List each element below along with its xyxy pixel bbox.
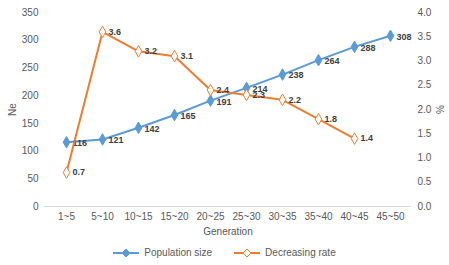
svg-text:2.0: 2.0 <box>418 104 432 115</box>
svg-text:165: 165 <box>181 111 196 121</box>
svg-text:3.6: 3.6 <box>109 27 122 37</box>
svg-text:1~5: 1~5 <box>58 211 75 222</box>
svg-text:0: 0 <box>33 201 39 212</box>
svg-text:%: % <box>435 105 446 114</box>
svg-text:0.5: 0.5 <box>418 176 432 187</box>
svg-text:100: 100 <box>22 145 39 156</box>
svg-text:3.5: 3.5 <box>418 31 432 42</box>
svg-text:2.4: 2.4 <box>217 85 230 95</box>
svg-text:5~10: 5~10 <box>91 211 114 222</box>
svg-text:264: 264 <box>325 56 340 66</box>
svg-text:250: 250 <box>22 62 39 73</box>
svg-text:1.4: 1.4 <box>361 133 374 143</box>
svg-text:2.3: 2.3 <box>253 90 266 100</box>
svg-text:116: 116 <box>73 138 88 148</box>
svg-text:20~25: 20~25 <box>196 211 225 222</box>
svg-text:Generation: Generation <box>203 226 252 237</box>
html-text:Population size: Population size <box>144 247 213 258</box>
svg-text:0.7: 0.7 <box>73 167 86 177</box>
svg-text:Ne: Ne <box>7 103 18 116</box>
svg-text:50: 50 <box>27 173 39 184</box>
svg-text:1.5: 1.5 <box>418 128 432 139</box>
svg-text:45~50: 45~50 <box>376 211 405 222</box>
svg-text:300: 300 <box>22 34 39 45</box>
svg-text:150: 150 <box>22 118 39 129</box>
svg-text:350: 350 <box>22 7 39 18</box>
svg-text:2.5: 2.5 <box>418 79 432 90</box>
svg-text:25~30: 25~30 <box>232 211 261 222</box>
svg-text:10~15: 10~15 <box>124 211 153 222</box>
svg-text:1.0: 1.0 <box>418 152 432 163</box>
svg-text:40~45: 40~45 <box>340 211 369 222</box>
svg-text:3.2: 3.2 <box>145 46 158 56</box>
svg-text:4.0: 4.0 <box>418 7 432 18</box>
svg-text:35~40: 35~40 <box>304 211 333 222</box>
svg-text:2.2: 2.2 <box>289 95 302 105</box>
svg-text:288: 288 <box>361 43 376 53</box>
svg-text:142: 142 <box>145 124 160 134</box>
svg-text:121: 121 <box>109 135 124 145</box>
html-text:Decreasing rate: Decreasing rate <box>265 247 336 258</box>
svg-text:200: 200 <box>22 90 39 101</box>
svg-text:214: 214 <box>253 84 268 94</box>
svg-text:30~35: 30~35 <box>268 211 297 222</box>
svg-text:191: 191 <box>217 97 232 107</box>
svg-text:1.8: 1.8 <box>325 114 338 124</box>
svg-text:3.0: 3.0 <box>418 55 432 66</box>
svg-text:238: 238 <box>289 70 304 80</box>
svg-text:15~20: 15~20 <box>160 211 189 222</box>
svg-text:3.1: 3.1 <box>181 51 194 61</box>
svg-text:0.0: 0.0 <box>418 201 432 212</box>
svg-text:308: 308 <box>397 32 412 42</box>
